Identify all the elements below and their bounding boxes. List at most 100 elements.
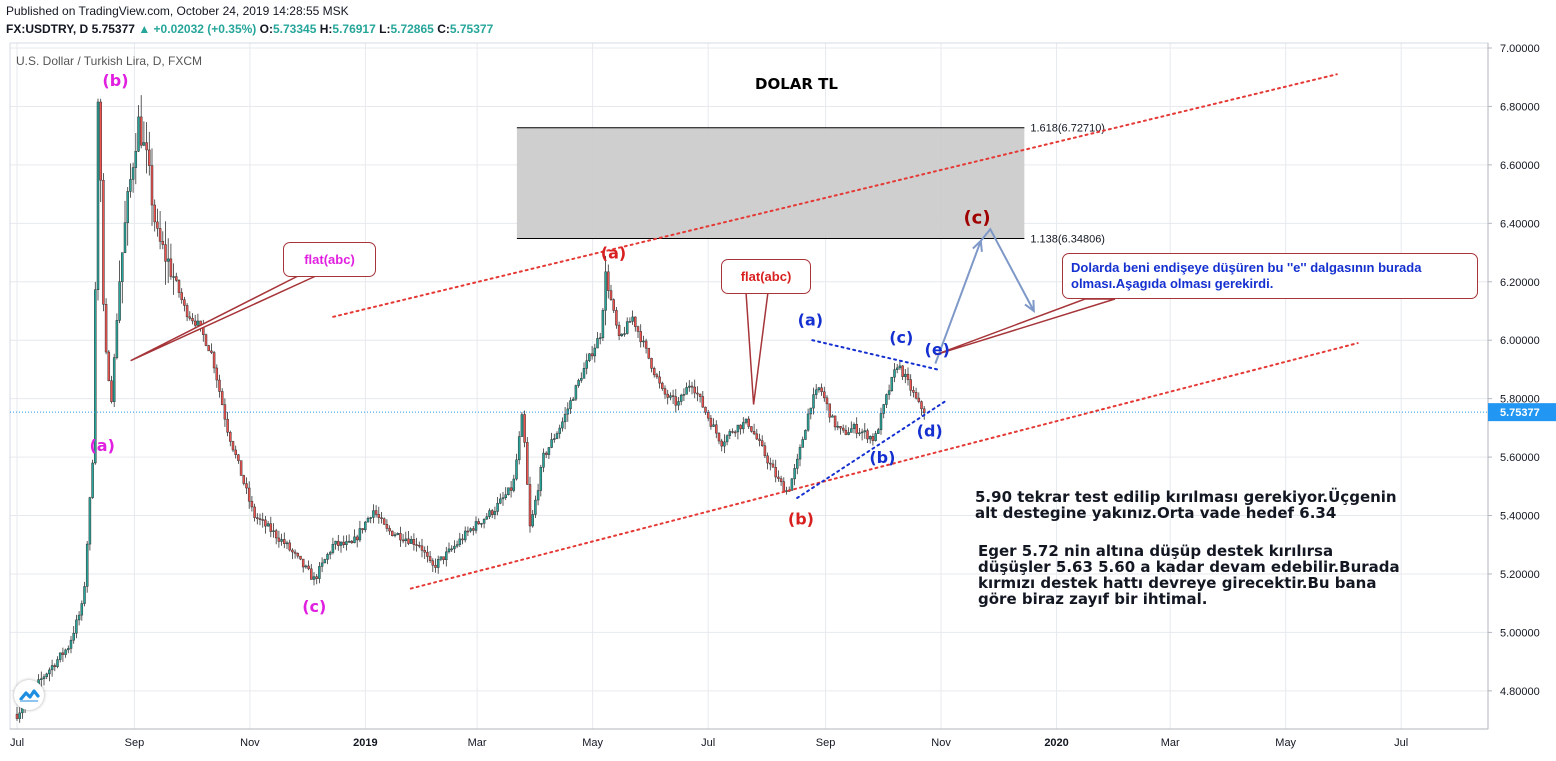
candle-body xyxy=(658,376,661,384)
candle-body xyxy=(693,386,696,394)
time-axis[interactable] xyxy=(10,729,1488,761)
candle-body xyxy=(661,382,664,389)
time-tick-label: Jul xyxy=(701,737,715,749)
candle-body xyxy=(669,395,672,398)
candle-body xyxy=(426,551,429,557)
candle-body xyxy=(234,449,237,455)
candle-body xyxy=(639,331,642,343)
candle-body xyxy=(550,439,553,448)
axes[interactable]: 7.00000 6.80000 6.60000 6.40000 6.20000 6.000… xyxy=(10,43,1556,761)
candle-body xyxy=(833,415,837,428)
candle-body xyxy=(607,271,610,291)
trendline xyxy=(332,73,1338,318)
wave-label: (b) xyxy=(788,509,814,528)
price-tick-label: 5.60000 xyxy=(1500,452,1540,464)
candle-body xyxy=(353,536,356,544)
candle-body xyxy=(836,426,840,428)
time-tick-label: Nov xyxy=(931,737,951,749)
candle-body xyxy=(677,401,680,406)
candle-body xyxy=(312,576,316,580)
candle-body xyxy=(266,523,270,527)
candle-body xyxy=(142,142,146,146)
price-tick-label: 6.00000 xyxy=(1500,335,1540,347)
candle-body xyxy=(466,530,470,533)
candle-body xyxy=(453,545,456,550)
candle-body xyxy=(447,548,451,553)
candle-body xyxy=(423,550,426,553)
candle-body xyxy=(455,544,459,547)
candle-body xyxy=(771,463,775,468)
callout-flat-abc-2[interactable]: flat(abc) xyxy=(721,259,811,294)
candle-body xyxy=(501,497,505,500)
wave-label: (a) xyxy=(601,243,626,262)
time-tick-label: Nov xyxy=(240,737,260,749)
candle-body xyxy=(609,290,613,300)
candle-body xyxy=(166,258,170,262)
candle-body xyxy=(339,541,343,546)
callout-e-wave[interactable]: Dolarda beni endişeye düşüren bu ''e'' d… xyxy=(1062,253,1478,299)
candle-body xyxy=(917,397,921,402)
candle-body xyxy=(728,431,732,436)
candle-body xyxy=(372,510,375,518)
time-tick-label: May xyxy=(1275,737,1296,749)
open-label: O: xyxy=(259,22,273,36)
candle-body xyxy=(909,379,912,391)
candle-body xyxy=(585,360,588,369)
candle-body xyxy=(580,378,583,381)
candle-body xyxy=(490,510,494,515)
price-axis[interactable] xyxy=(1488,43,1556,729)
candle-body xyxy=(91,462,94,498)
candle-body xyxy=(458,538,462,545)
price-tick-label: 6.40000 xyxy=(1500,218,1540,230)
candle-body xyxy=(844,429,848,435)
candle-body xyxy=(577,380,580,386)
candle-body xyxy=(477,521,480,525)
candle-body xyxy=(482,518,486,524)
candle-body xyxy=(485,516,489,520)
drawings[interactable] xyxy=(10,73,1488,590)
candle-body xyxy=(45,673,48,678)
candle-body xyxy=(396,533,399,536)
candle-body xyxy=(164,244,167,262)
candle-body xyxy=(412,539,416,545)
tradingview-logo-icon[interactable] xyxy=(14,680,44,710)
candle-body xyxy=(650,357,653,369)
candle-body xyxy=(920,401,923,410)
candle-body xyxy=(547,447,551,455)
candle-body xyxy=(623,333,626,335)
candle-body xyxy=(229,432,232,442)
candle-body xyxy=(315,576,318,579)
callout-tail xyxy=(935,298,1116,356)
symbol-label[interactable]: FX:USDTRY, D xyxy=(6,22,89,36)
candle-body xyxy=(102,179,105,305)
callout-flat-abc-1[interactable]: flat(abc) xyxy=(283,242,376,277)
symbol-ohlc-bar: FX:USDTRY, D 5.75377 ▲ +0.02032 (+0.35%)… xyxy=(6,22,493,36)
candle-body xyxy=(67,648,70,651)
candle-body xyxy=(161,241,165,245)
candle-body xyxy=(50,665,54,671)
candle-body xyxy=(696,392,699,395)
time-tick-label: 2020 xyxy=(1044,737,1068,749)
fibonacci-zone[interactable]: 1.618(6.72710) 1.138(6.34806) xyxy=(516,123,1105,246)
wave-label: (a) xyxy=(798,311,823,330)
candle-body xyxy=(404,538,408,542)
candle-body xyxy=(280,539,283,542)
candle-body xyxy=(247,487,251,502)
candles[interactable] xyxy=(15,95,926,723)
analysis-note-2: Eger 5.72 nin altına düşüp destek kırılı… xyxy=(978,542,1400,608)
candle-body xyxy=(634,316,637,327)
candle-body xyxy=(261,519,264,521)
candle-body xyxy=(715,424,718,434)
candle-body xyxy=(739,424,742,430)
candle-body xyxy=(796,458,799,469)
candle-body xyxy=(558,427,561,434)
candle-body xyxy=(841,427,845,431)
candle-body xyxy=(544,452,548,455)
candle-body xyxy=(890,376,894,391)
candle-body xyxy=(769,462,772,465)
wave-label: (c) xyxy=(963,207,990,228)
candle-body xyxy=(898,365,902,369)
wave-label: (e) xyxy=(925,340,950,359)
candle-body xyxy=(193,320,197,326)
